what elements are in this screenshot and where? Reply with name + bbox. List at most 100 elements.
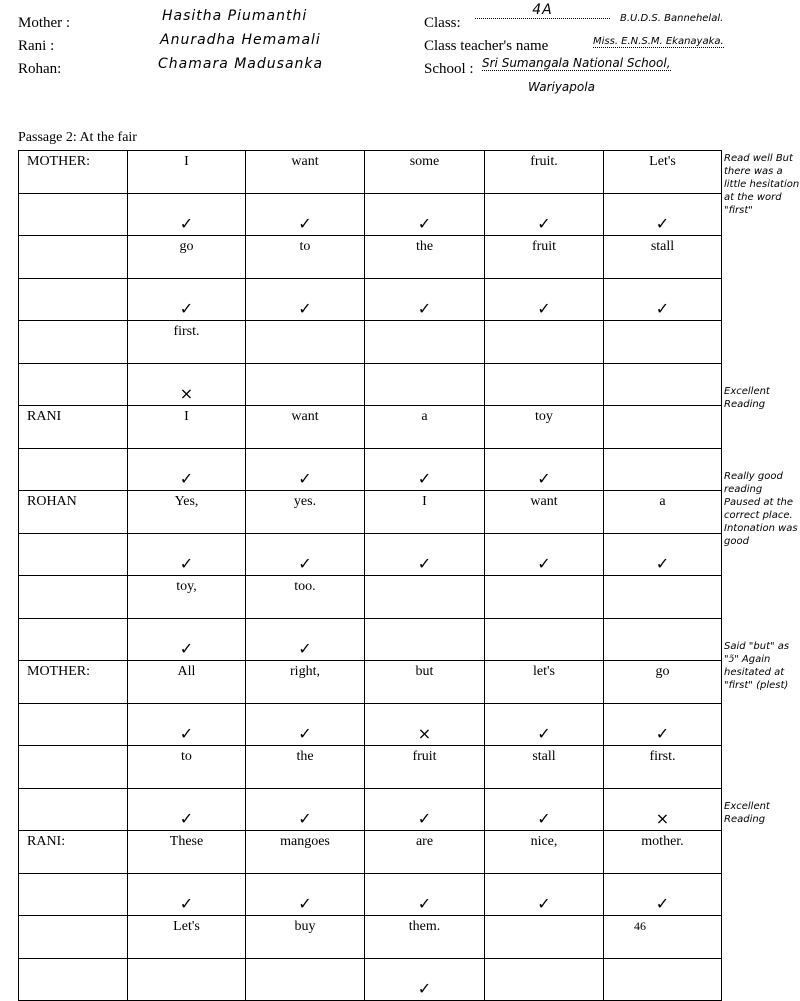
- teacher-remark: Said "but" as "ɔ̃" Again hesitated at "f…: [724, 641, 790, 691]
- word-cell: to: [127, 745, 246, 789]
- word-cell: yes.: [245, 490, 365, 534]
- signature-note: B.U.D.S. Bannehelal.: [620, 13, 724, 24]
- word-row: to the fruit stall first.: [18, 745, 722, 789]
- word-cell: some: [364, 150, 485, 194]
- word-cell: [484, 915, 604, 959]
- speaker-cell: [18, 745, 128, 789]
- school-value-2: Wariyapola: [528, 80, 595, 94]
- check-mark: ✓: [603, 873, 722, 916]
- word-cell: fruit: [364, 745, 485, 789]
- mark-row: ✓ ✓: [18, 618, 722, 661]
- mother-label: Mother :: [18, 15, 71, 31]
- teacher-remark: Excellent Reading: [724, 386, 770, 410]
- check-mark: ✓: [364, 278, 485, 321]
- word-cell: the: [245, 745, 365, 789]
- check-mark: ✓: [484, 193, 604, 236]
- rohan-label: Rohan:: [18, 61, 62, 77]
- word-cell: I: [127, 150, 246, 194]
- teacher-remark: Read well But there was a little hesitat…: [724, 153, 800, 216]
- check-mark: ✓: [127, 788, 246, 831]
- teacher-label: Class teacher's name: [424, 38, 549, 54]
- speaker-cell: ROHAN: [18, 490, 128, 534]
- cross-mark: ×: [127, 363, 246, 406]
- speaker-cell: [18, 235, 128, 279]
- check-mark: ✓: [364, 958, 485, 1001]
- word-cell: go: [603, 660, 722, 704]
- check-mark: ✓: [364, 873, 485, 916]
- word-cell: to: [245, 235, 365, 279]
- check-mark: ✓: [127, 873, 246, 916]
- rani-label: Rani :: [18, 38, 55, 54]
- check-mark: ✓: [484, 873, 604, 916]
- word-cell: fruit.: [484, 150, 604, 194]
- word-row: go to the fruit stall: [18, 235, 722, 279]
- speaker-cell: MOTHER:: [18, 150, 128, 194]
- speaker-cell: [18, 915, 128, 959]
- word-cell: let's: [484, 660, 604, 704]
- check-mark: [245, 958, 365, 1001]
- word-cell: want: [245, 405, 365, 449]
- check-mark: ✓: [603, 278, 722, 321]
- check-mark: ✓: [603, 703, 722, 746]
- check-mark: ✓: [364, 788, 485, 831]
- class-value: 4A: [475, 2, 610, 19]
- mark-row: ✓ ✓ ✓ ✓ ✓: [18, 193, 722, 236]
- school-value: Sri Sumangala National School,: [482, 56, 671, 71]
- check-mark: ✓: [603, 193, 722, 236]
- word-cell: first.: [603, 745, 722, 789]
- word-cell: Yes,: [127, 490, 246, 534]
- check-mark: ✓: [245, 193, 365, 236]
- word-cell: [364, 575, 485, 619]
- word-cell: stall: [484, 745, 604, 789]
- empty-cell: [18, 533, 128, 576]
- word-cell: a: [603, 490, 722, 534]
- check-mark: [603, 448, 722, 491]
- word-cell: them.: [364, 915, 485, 959]
- word-cell: [603, 320, 722, 364]
- word-cell: stall: [603, 235, 722, 279]
- word-cell: mangoes: [245, 830, 365, 874]
- check-mark: [364, 618, 485, 661]
- teacher-remark: Excellent Reading: [724, 801, 770, 825]
- mark-row: ✓ ✓ ✓ ✓ ✓: [18, 278, 722, 321]
- rohan-value: Chamara Madusanka: [158, 56, 324, 72]
- speaker-cell: RANI:: [18, 830, 128, 874]
- word-cell: want: [245, 150, 365, 194]
- check-mark: ✓: [245, 448, 365, 491]
- speaker-cell: [18, 320, 128, 364]
- check-mark: ✓: [245, 703, 365, 746]
- check-mark: ✓: [484, 788, 604, 831]
- check-mark: ✓: [127, 448, 246, 491]
- check-mark: [484, 363, 604, 406]
- word-row: toy, too.: [18, 575, 722, 619]
- check-mark: ✓: [245, 788, 365, 831]
- check-mark: [603, 958, 722, 1001]
- cross-mark: ×: [364, 703, 485, 746]
- check-mark: ✓: [127, 618, 246, 661]
- word-cell: buy: [245, 915, 365, 959]
- rani-value: Anuradha Hemamali: [160, 32, 321, 48]
- word-cell: nice,: [484, 830, 604, 874]
- speaker-cell: RANI: [18, 405, 128, 449]
- check-mark: ✓: [484, 533, 604, 576]
- word-cell: toy: [484, 405, 604, 449]
- word-cell: the: [364, 235, 485, 279]
- word-cell: [484, 575, 604, 619]
- cross-mark: ×: [603, 788, 722, 831]
- check-mark: [484, 958, 604, 1001]
- word-row: RANI: These mangoes are nice, mother.: [18, 830, 722, 874]
- word-cell: go: [127, 235, 246, 279]
- word-cell: too.: [245, 575, 365, 619]
- word-row: MOTHER: All right, but let's go: [18, 660, 722, 704]
- word-row: first.: [18, 320, 722, 364]
- word-cell: I: [127, 405, 246, 449]
- check-mark: ✓: [245, 873, 365, 916]
- check-mark: ✓: [127, 533, 246, 576]
- check-mark: [484, 618, 604, 661]
- empty-cell: [18, 193, 128, 236]
- check-mark: [603, 618, 722, 661]
- word-cell: toy,: [127, 575, 246, 619]
- word-cell: I: [364, 490, 485, 534]
